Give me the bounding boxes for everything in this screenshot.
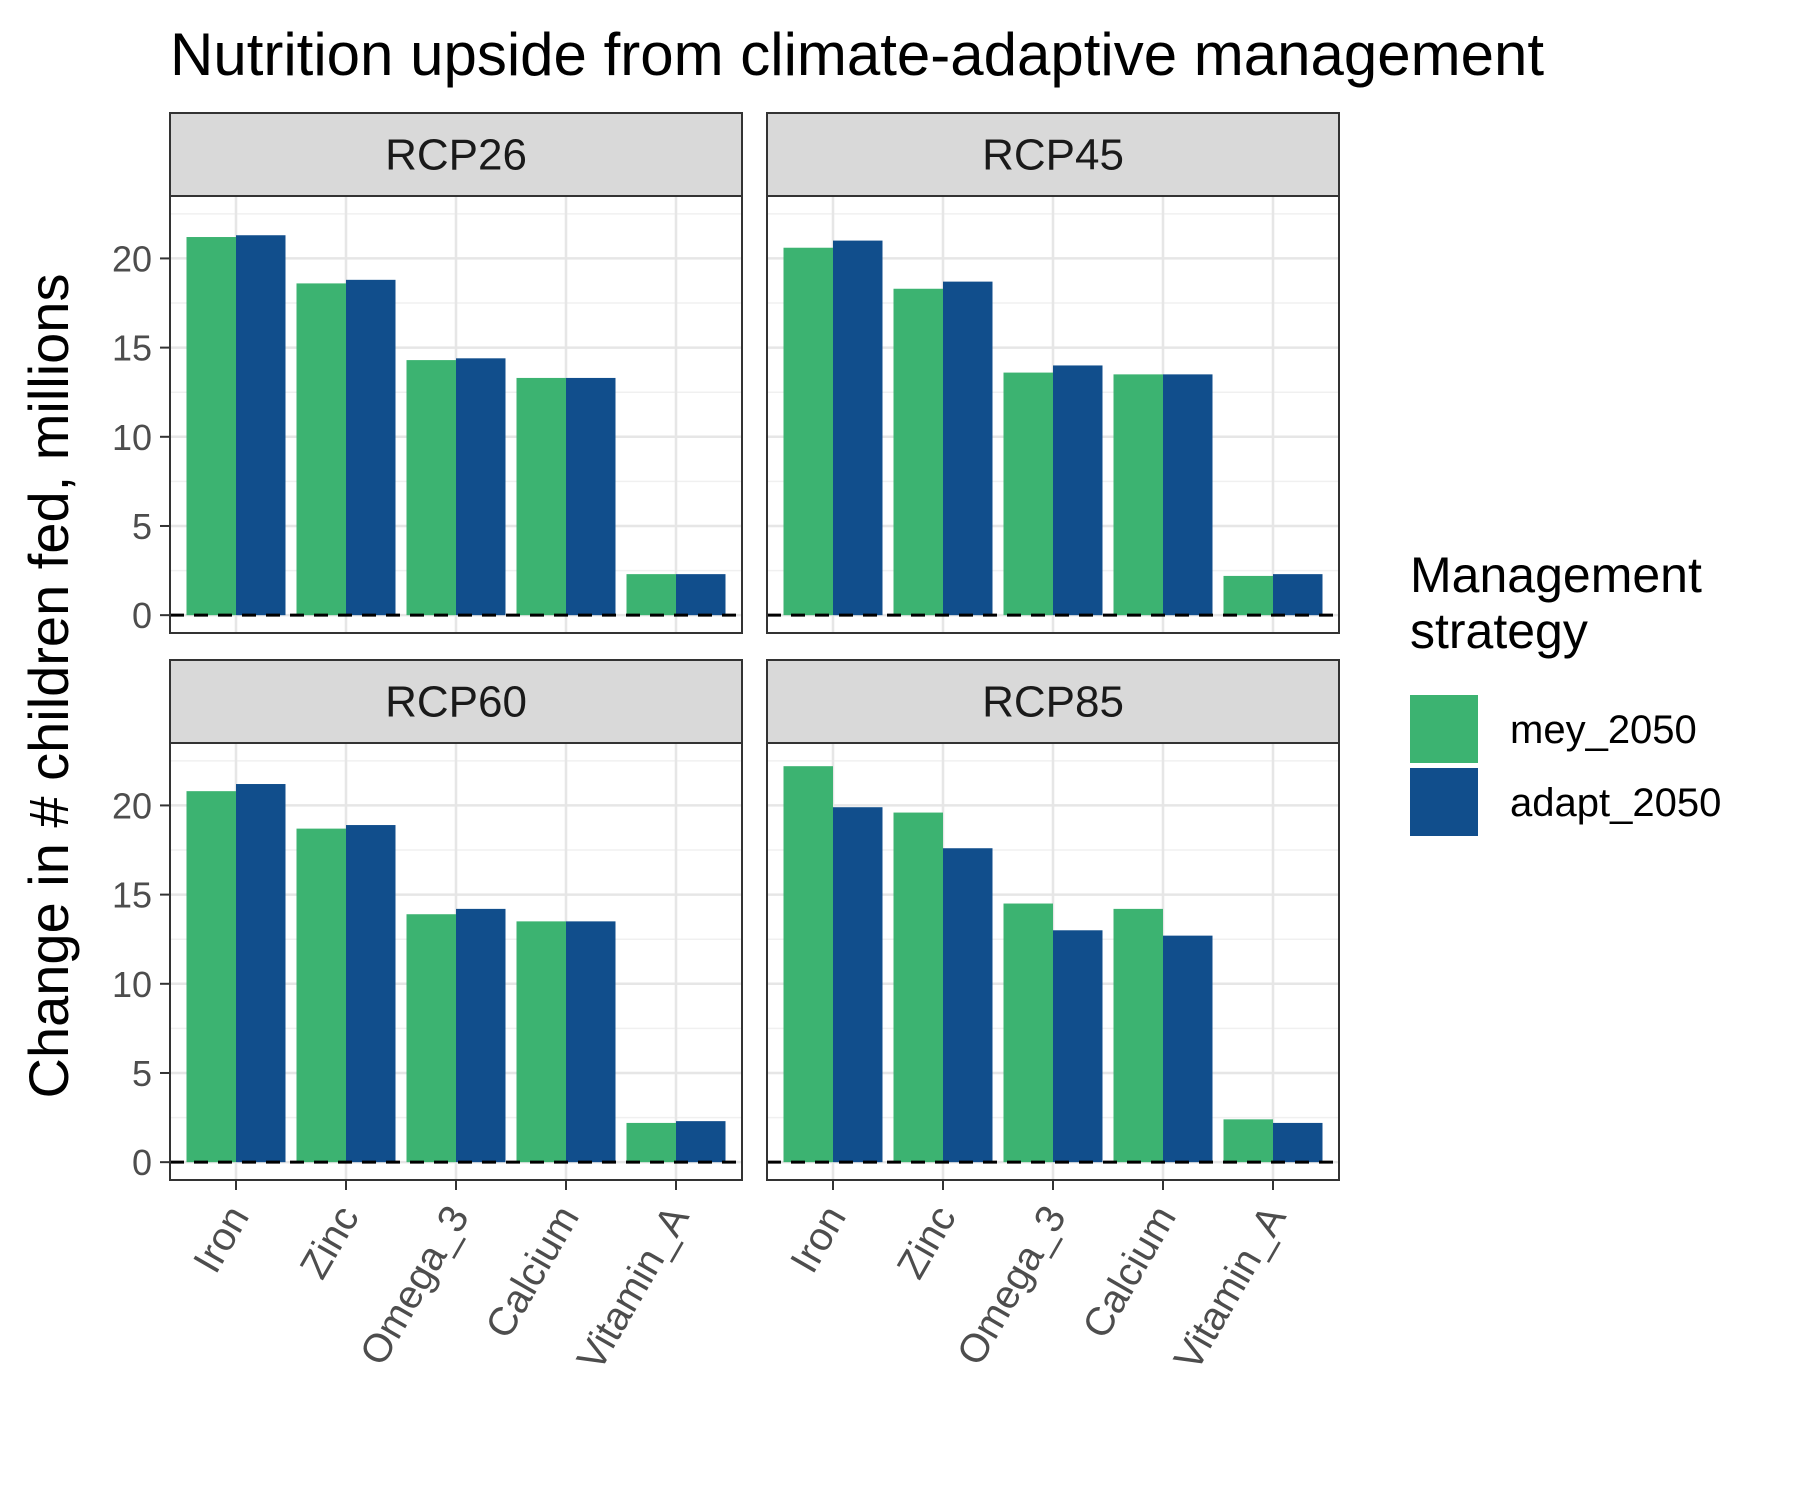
bar-adapt_2050-zinc xyxy=(346,825,396,1163)
legend-title: strategy xyxy=(1410,603,1588,659)
bar-mey_2050-omega_3 xyxy=(1003,372,1053,616)
y-tick-label: 0 xyxy=(132,1142,152,1183)
y-tick-label: 5 xyxy=(132,506,152,547)
x-tick-label: Calcium xyxy=(1074,1199,1184,1346)
bar-mey_2050-vitamin_a xyxy=(1223,1119,1273,1163)
bar-mey_2050-iron xyxy=(783,766,833,1163)
bar-adapt_2050-omega_3 xyxy=(456,358,506,616)
bar-adapt_2050-zinc xyxy=(346,279,396,616)
bar-adapt_2050-omega_3 xyxy=(1053,365,1103,616)
bar-adapt_2050-zinc xyxy=(943,848,993,1163)
facet-strip-label: RCP85 xyxy=(982,678,1124,727)
bar-adapt_2050-iron xyxy=(236,784,286,1163)
legend-title: Management xyxy=(1410,547,1702,603)
bar-adapt_2050-vitamin_a xyxy=(1273,574,1323,616)
y-tick-label: 10 xyxy=(112,964,152,1005)
bar-adapt_2050-omega_3 xyxy=(1053,930,1103,1163)
legend-label: mey_2050 xyxy=(1510,708,1697,752)
bar-mey_2050-zinc xyxy=(893,812,943,1163)
bar-mey_2050-vitamin_a xyxy=(626,574,676,616)
x-tick-label: Vitamin_A xyxy=(569,1198,698,1378)
y-tick-label: 0 xyxy=(132,595,152,636)
bar-mey_2050-vitamin_a xyxy=(1223,575,1273,616)
bar-mey_2050-calcium xyxy=(516,921,566,1163)
bar-adapt_2050-calcium xyxy=(1163,374,1213,616)
facet-strip-label: RCP45 xyxy=(982,131,1124,180)
y-tick-label: 20 xyxy=(112,785,152,826)
legend-key-mey_2050 xyxy=(1410,695,1478,763)
bar-mey_2050-calcium xyxy=(1113,374,1163,616)
x-tick-label: Omega_3 xyxy=(352,1199,478,1373)
x-tick-label: Calcium xyxy=(477,1199,587,1346)
bar-adapt_2050-omega_3 xyxy=(456,908,506,1163)
facet-strip-label: RCP26 xyxy=(385,131,527,180)
bar-mey_2050-calcium xyxy=(1113,908,1163,1163)
bar-mey_2050-calcium xyxy=(516,377,566,616)
bar-mey_2050-omega_3 xyxy=(1003,903,1053,1163)
legend-label: adapt_2050 xyxy=(1510,781,1721,825)
bar-adapt_2050-vitamin_a xyxy=(676,574,726,616)
facet-strip-label: RCP60 xyxy=(385,678,527,727)
bar-mey_2050-omega_3 xyxy=(406,360,456,616)
bar-mey_2050-zinc xyxy=(296,283,346,616)
bar-mey_2050-zinc xyxy=(893,288,943,616)
bar-adapt_2050-iron xyxy=(236,235,286,616)
bar-adapt_2050-vitamin_a xyxy=(676,1121,726,1163)
x-tick-label: Omega_3 xyxy=(949,1199,1075,1373)
y-tick-label: 5 xyxy=(132,1053,152,1094)
bar-adapt_2050-vitamin_a xyxy=(1273,1122,1323,1163)
x-tick-label: Vitamin_A xyxy=(1166,1198,1295,1378)
facet-strip xyxy=(766,659,1340,744)
y-tick-label: 15 xyxy=(112,875,152,916)
y-axis-title: Change in # children fed, millions xyxy=(17,274,80,1099)
bar-mey_2050-iron xyxy=(186,237,236,616)
bar-adapt_2050-calcium xyxy=(566,921,616,1163)
y-tick-label: 20 xyxy=(112,238,152,279)
chart-title: Nutrition upside from climate-adaptive m… xyxy=(170,21,1544,88)
panel-border xyxy=(766,195,1340,634)
y-tick-label: 15 xyxy=(112,328,152,369)
bar-mey_2050-omega_3 xyxy=(406,914,456,1163)
panel-border xyxy=(169,195,743,634)
legend-key-adapt_2050 xyxy=(1410,768,1478,836)
y-tick-label: 10 xyxy=(112,417,152,458)
bar-adapt_2050-iron xyxy=(833,240,883,616)
bar-mey_2050-vitamin_a xyxy=(626,1122,676,1163)
bar-adapt_2050-iron xyxy=(833,807,883,1163)
x-tick-label: Iron xyxy=(185,1199,258,1281)
x-tick-label: Zinc xyxy=(292,1199,368,1286)
bar-adapt_2050-calcium xyxy=(1163,935,1213,1163)
facet-panel-rcp26: RCP26 0 5 10 15 20 xyxy=(112,112,743,636)
x-tick-label: Zinc xyxy=(889,1199,965,1286)
bar-adapt_2050-calcium xyxy=(566,377,616,616)
bar-mey_2050-iron xyxy=(186,791,236,1163)
bar-mey_2050-iron xyxy=(783,247,833,616)
facet-panel-rcp45: RCP45 xyxy=(766,112,1340,634)
bar-adapt_2050-zinc xyxy=(943,281,993,616)
facet-strip xyxy=(169,112,743,197)
x-tick-label: Iron xyxy=(782,1199,855,1281)
facet-strip xyxy=(169,659,743,744)
facet-strip xyxy=(766,112,1340,197)
bar-mey_2050-zinc xyxy=(296,828,346,1163)
